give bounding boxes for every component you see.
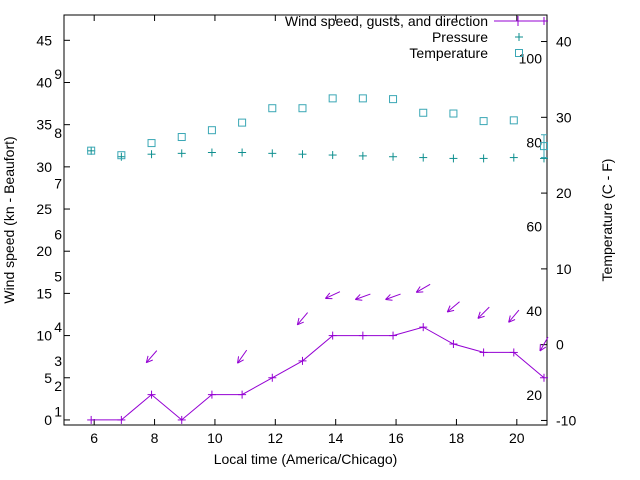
beaufort-label: 6 bbox=[54, 226, 62, 242]
y-right-tick-label: 20 bbox=[556, 185, 572, 201]
y-left-tick-label: 45 bbox=[36, 32, 52, 48]
beaufort-label: 4 bbox=[54, 319, 62, 335]
y-left-tick-label: 15 bbox=[36, 285, 52, 301]
beaufort-label: 3 bbox=[54, 353, 62, 369]
fahrenheit-label: 20 bbox=[526, 387, 542, 403]
y-right-tick-label: 10 bbox=[556, 261, 572, 277]
x-tick-label: 6 bbox=[90, 430, 98, 446]
x-axis-label: Local time (America/Chicago) bbox=[214, 451, 398, 467]
y-left-tick-label: 30 bbox=[36, 159, 52, 175]
beaufort-label: 9 bbox=[54, 66, 62, 82]
y-left-tick-label: 25 bbox=[36, 201, 52, 217]
fahrenheit-label: 60 bbox=[526, 219, 542, 235]
y-left-tick-label: 5 bbox=[44, 370, 52, 386]
x-tick-label: 20 bbox=[509, 430, 525, 446]
wind-speed-series bbox=[87, 323, 548, 424]
legend-label-temperature: Temperature bbox=[409, 45, 488, 61]
beaufort-label: 8 bbox=[54, 125, 62, 141]
y-axis-left-label: Wind speed (kn - Beaufort) bbox=[1, 136, 17, 303]
plot-frame bbox=[63, 14, 548, 426]
legend: Wind speed, gusts, and directionPressure… bbox=[285, 13, 548, 61]
legend-label-pressure: Pressure bbox=[432, 29, 488, 45]
beaufort-label: 5 bbox=[54, 269, 62, 285]
x-tick-label: 8 bbox=[151, 430, 159, 446]
y-left-tick-label: 40 bbox=[36, 74, 52, 90]
y-left-tick-label: 35 bbox=[36, 117, 52, 133]
x-tick-label: 10 bbox=[207, 430, 223, 446]
y-right-tick-label: 0 bbox=[556, 337, 564, 353]
y-right-tick-label: 40 bbox=[556, 34, 572, 50]
y-left-tick-label: 0 bbox=[44, 412, 52, 428]
y-axis-right: -10 0 10 20 30 40 20 40 60 80 100 Temperature (C - … bbox=[519, 34, 615, 429]
legend-label-wind: Wind speed, gusts, and direction bbox=[285, 13, 488, 29]
fahrenheit-label: 40 bbox=[526, 303, 542, 319]
fahrenheit-label: 80 bbox=[526, 135, 542, 151]
y-axis-right-label: Temperature (C - F) bbox=[599, 159, 615, 282]
x-tick-label: 16 bbox=[388, 430, 404, 446]
x-tick-label: 18 bbox=[449, 430, 465, 446]
x-axis: 6 8 10 12 14 16 18 20 Local time (America/Chicag… bbox=[90, 15, 525, 467]
y-left-tick-label: 10 bbox=[36, 328, 52, 344]
y-right-tick-label: -10 bbox=[556, 412, 576, 428]
gust-arrows bbox=[145, 283, 549, 364]
beaufort-label: 1 bbox=[54, 404, 62, 420]
x-tick-label: 12 bbox=[268, 430, 284, 446]
pressure-series bbox=[87, 146, 548, 163]
x-tick-label: 14 bbox=[328, 430, 344, 446]
beaufort-label: 7 bbox=[54, 176, 62, 192]
temperature-series bbox=[87, 94, 548, 160]
fahrenheit-label: 100 bbox=[519, 50, 543, 66]
y-right-tick-label: 30 bbox=[556, 109, 572, 125]
y-left-tick-label: 20 bbox=[36, 243, 52, 259]
beaufort-label: 2 bbox=[54, 378, 62, 394]
